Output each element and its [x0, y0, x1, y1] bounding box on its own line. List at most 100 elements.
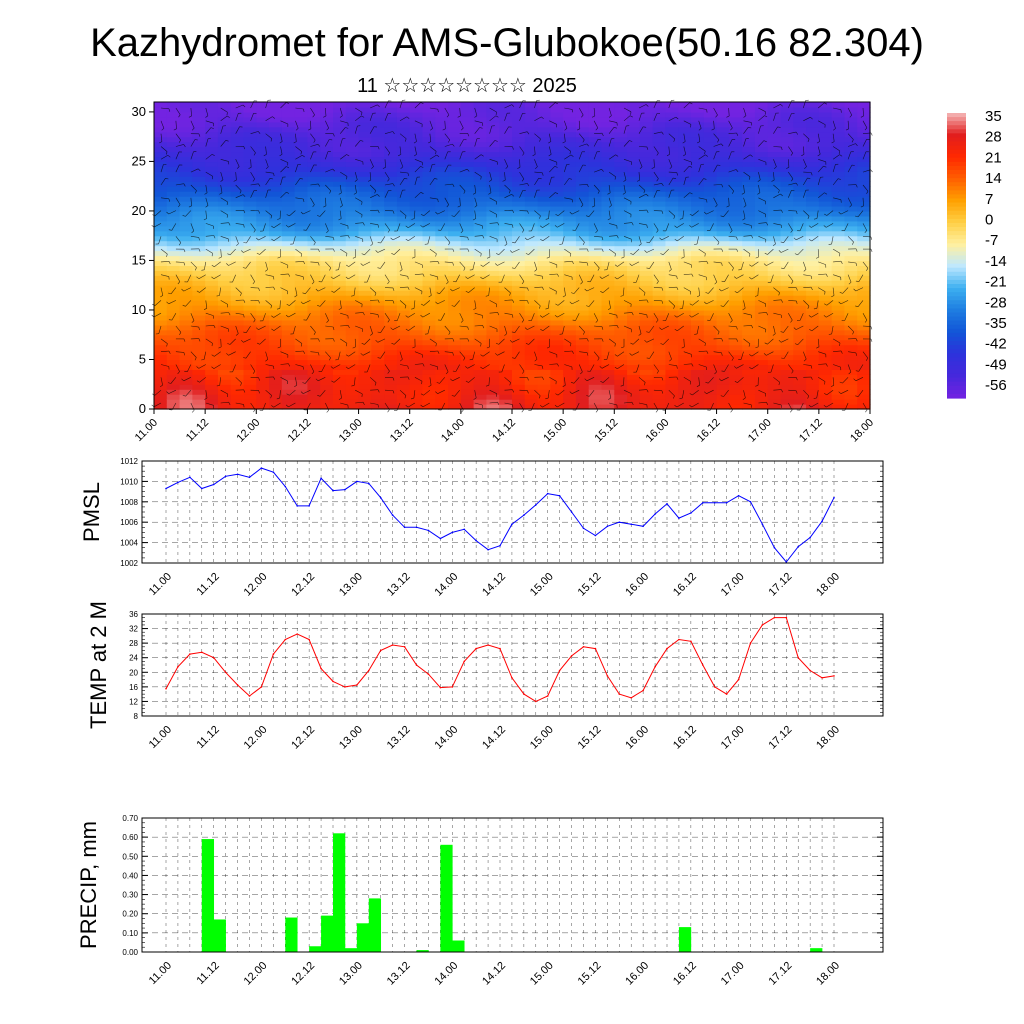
heatmap-cell: [179, 300, 193, 306]
heatmap-cell: [499, 235, 513, 242]
heatmap-cell: [179, 399, 193, 405]
heatmap-cell: [537, 121, 551, 128]
wind-barb: [467, 364, 475, 369]
heatmap-cell: [230, 205, 245, 212]
heatmap-cell: [716, 111, 730, 118]
heatmap-cell: [601, 196, 615, 202]
heatmap-cell: [716, 161, 730, 167]
heatmap-cell: [818, 314, 833, 321]
heatmap-cell: [281, 146, 296, 153]
wind-barb-flag: [299, 178, 303, 180]
heatmap-cell: [307, 141, 321, 148]
heatmap-cell: [358, 151, 372, 158]
heatmap-cell: [691, 314, 705, 321]
heatmap-cell: [320, 235, 334, 242]
wind-barb-flag: [420, 314, 423, 318]
heatmap-cell: [435, 215, 449, 222]
heatmap-cell: [230, 399, 245, 405]
heatmap-cell: [601, 369, 615, 375]
heatmap-cell: [166, 319, 181, 326]
heatmap-cell: [614, 111, 628, 118]
heatmap-cell: [831, 161, 846, 167]
heatmap-cell: [154, 126, 168, 133]
heatmap-cell: [601, 205, 615, 212]
heatmap-cell: [627, 121, 641, 128]
wind-barb: [474, 184, 477, 193]
wind-barb: [154, 210, 162, 217]
heatmap-cell: [767, 265, 782, 271]
heatmap-cell: [243, 106, 257, 113]
heatmap-cell: [729, 186, 743, 192]
heatmap-cell: [422, 270, 436, 276]
heatmap-cell: [754, 250, 769, 257]
heatmap-cell: [563, 191, 577, 197]
heatmap-cell: [371, 210, 385, 217]
wind-barb: [354, 125, 358, 134]
wind-barb: [160, 107, 170, 110]
heatmap-cell: [166, 260, 181, 266]
wind-barb: [444, 151, 448, 160]
heatmap-cell: [422, 225, 436, 232]
heatmap-cell: [217, 220, 232, 227]
heatmap-cell: [448, 196, 462, 202]
heatmap-cell: [230, 329, 245, 336]
wind-barb-flag: [616, 235, 619, 239]
heatmap-cell: [345, 399, 360, 405]
heatmap-cell: [409, 265, 424, 271]
heatmap-cell: [767, 176, 782, 182]
heatmap-cell: [294, 176, 309, 182]
wind-barb: [205, 127, 212, 134]
heatmap-cell: [639, 210, 654, 217]
heatmap-cell: [396, 146, 411, 153]
heatmap-cell: [243, 141, 257, 148]
heatmap-cell: [217, 235, 232, 242]
heatmap-cell: [230, 121, 245, 128]
heatmap-cell: [448, 176, 462, 182]
heatmap-cell: [857, 374, 871, 380]
wind-barb: [557, 223, 565, 228]
heatmap-cell: [333, 235, 347, 242]
heatmap-cell: [575, 295, 590, 301]
heatmap-cell: [460, 176, 475, 182]
heatmap-cell: [448, 255, 462, 262]
heatmap-cell: [422, 210, 436, 217]
wind-barb-flag: [286, 166, 290, 169]
heatmap-cell: [486, 230, 500, 237]
wind-barb-flag: [615, 154, 619, 157]
heatmap-cell: [435, 280, 449, 286]
heatmap-cell: [217, 369, 232, 375]
heatmap-cell: [575, 205, 590, 212]
heatmap-cell: [691, 215, 705, 222]
heatmap-cell: [154, 245, 168, 252]
wind-barb-flag: [265, 166, 269, 170]
heatmap-cell: [422, 260, 436, 266]
wind-barb-flag: [300, 301, 304, 305]
wind-barb: [472, 261, 475, 270]
heatmap-cell: [601, 220, 615, 227]
heatmap-cell: [818, 364, 833, 370]
heatmap-cell: [371, 364, 385, 370]
wind-barb: [608, 210, 611, 219]
wind-barb-flag: [412, 346, 416, 349]
heatmap-cell: [294, 399, 309, 405]
heatmap-cell: [716, 334, 730, 341]
wind-barb: [250, 113, 254, 121]
heatmap-cell: [614, 399, 628, 405]
heatmap-cell: [550, 215, 564, 222]
heatmap-cell: [742, 166, 756, 172]
heatmap-cell: [320, 186, 334, 192]
wind-barb-flag: [571, 109, 574, 113]
heatmap-cell: [818, 329, 833, 336]
heatmap-cell: [166, 240, 181, 247]
heatmap-cell: [333, 176, 347, 182]
heatmap-cell: [806, 295, 820, 301]
heatmap-cell: [281, 225, 296, 232]
wind-barb-flag: [542, 276, 544, 280]
wind-barb: [380, 325, 386, 333]
heatmap-cell: [281, 309, 296, 316]
heatmap-cell: [512, 166, 526, 172]
wind-barb-flag: [557, 273, 559, 277]
heatmap-cell: [154, 290, 168, 296]
heatmap-cell: [396, 126, 411, 133]
heatmap-cell: [652, 131, 667, 138]
